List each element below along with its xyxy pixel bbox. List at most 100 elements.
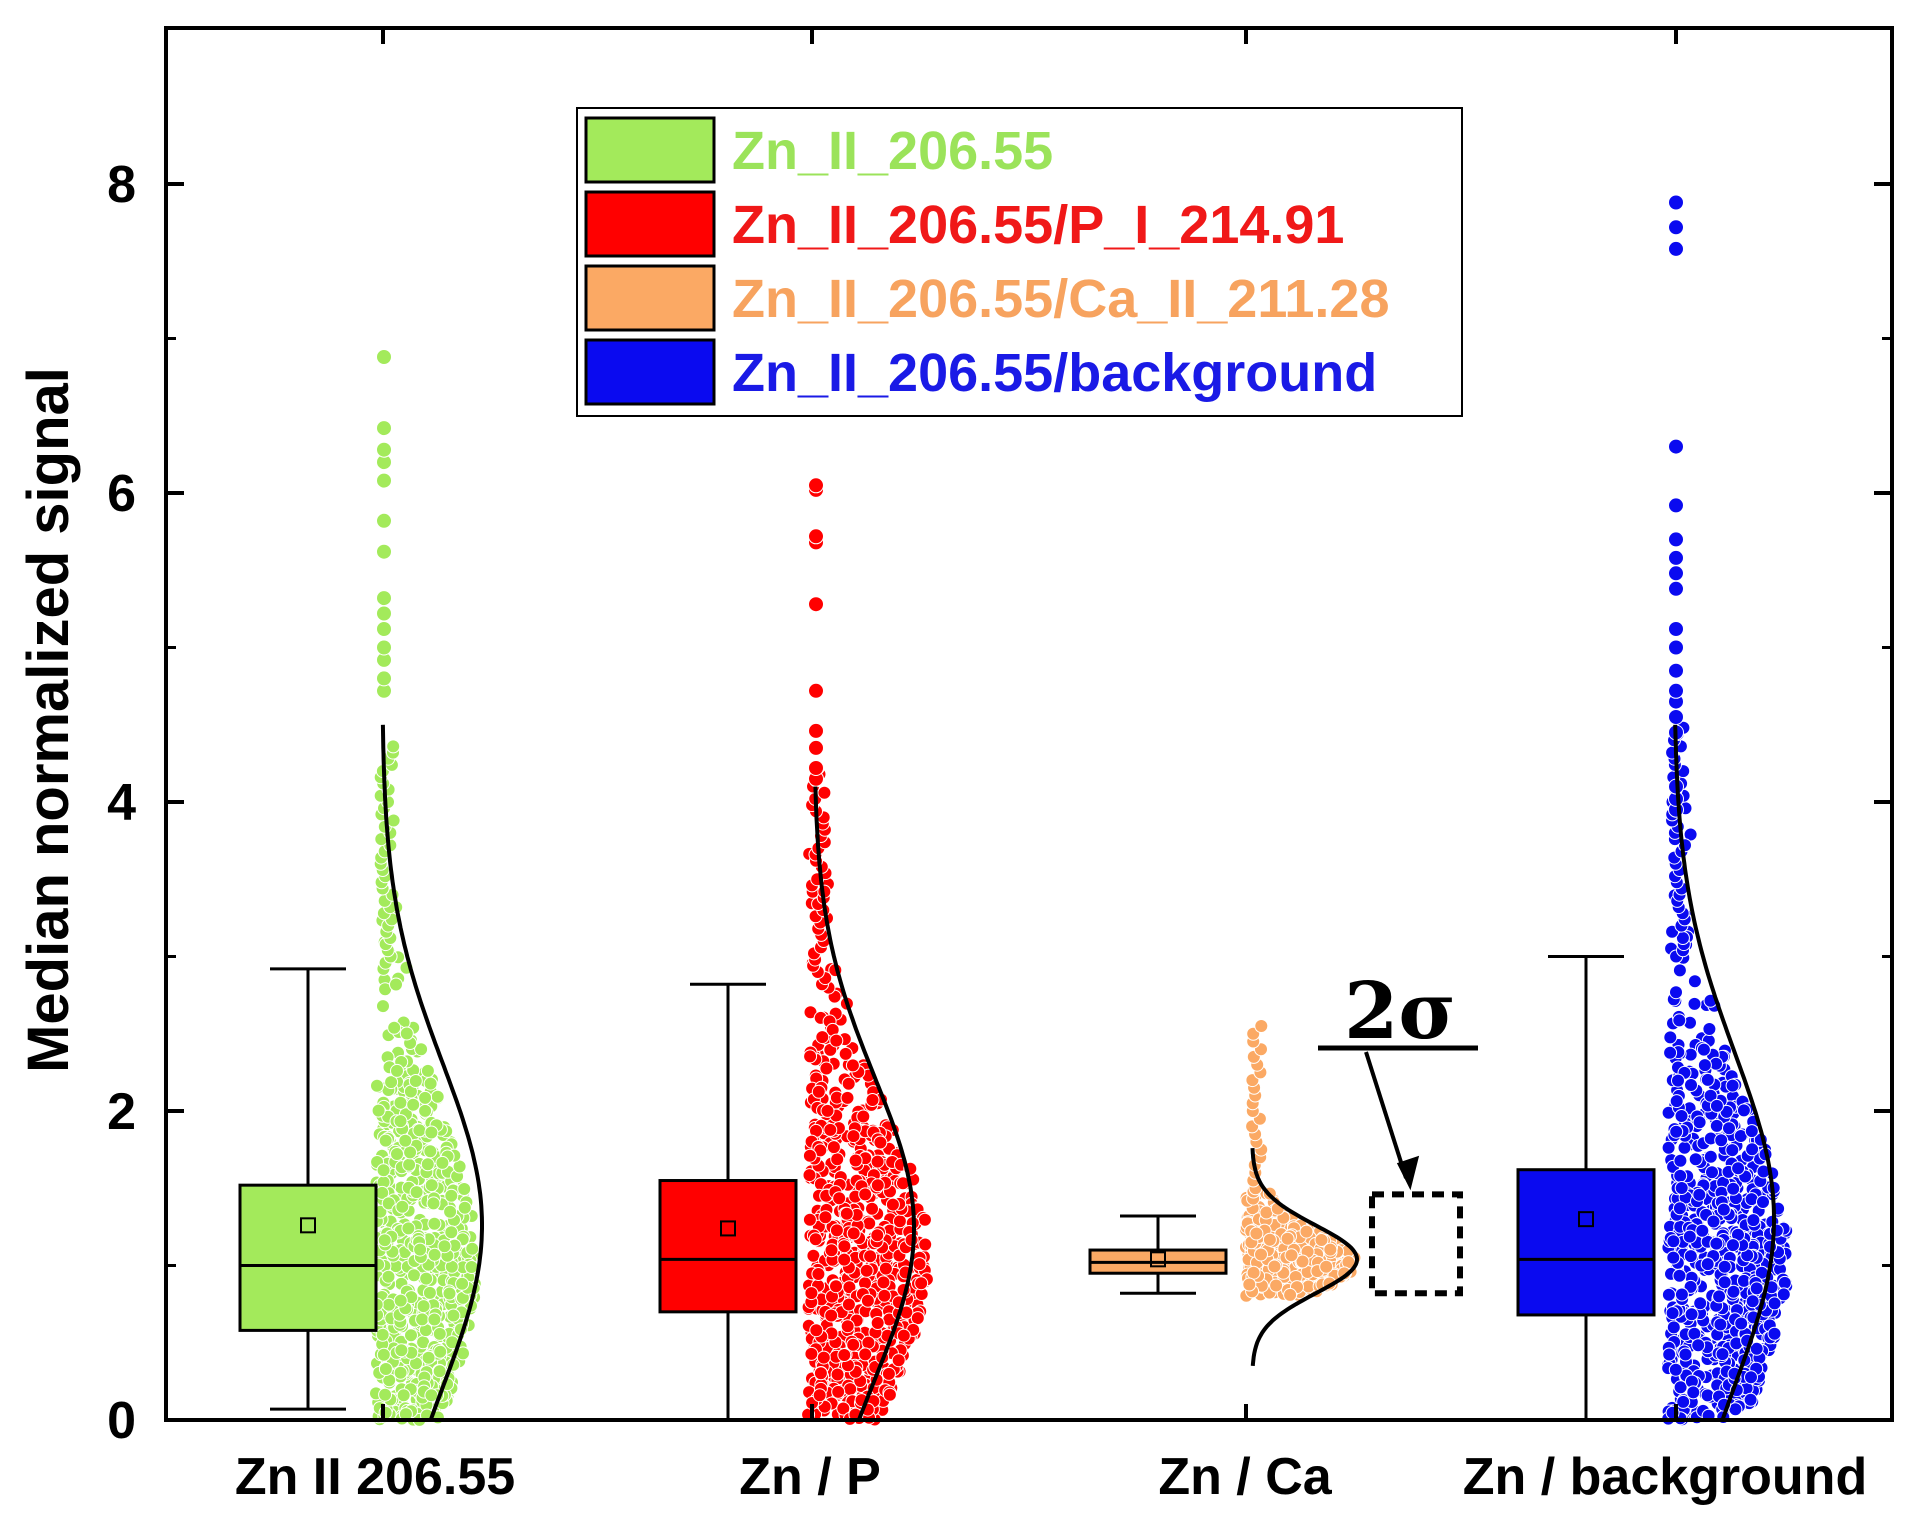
data-point [1688,1152,1703,1167]
normal-curve-0 [380,724,484,1421]
data-point [406,1097,421,1112]
data-point [1687,974,1702,989]
mean-marker [1150,1251,1166,1268]
data-point [389,977,403,992]
data-point [442,1286,457,1301]
data-point [1686,1385,1701,1400]
data-point [418,1103,433,1118]
data-point [802,1148,817,1163]
data-point [393,1114,408,1129]
outlier-point [1668,438,1684,455]
legend-swatch-3 [584,338,716,406]
data-point [416,1299,431,1314]
data-point [408,1074,423,1088]
data-point [1744,1192,1759,1207]
data-point [386,739,401,754]
data-point [455,1276,470,1291]
data-point [824,1308,839,1323]
data-point [858,1347,873,1362]
data-point [917,1212,932,1227]
y-tick-label-6: 6 [107,465,136,523]
data-point [846,1337,861,1352]
data-point [1756,1195,1770,1209]
y-tick-label-4: 4 [107,774,136,832]
data-point [1716,1202,1731,1217]
data-point [1702,1022,1717,1036]
data-point [1693,1296,1708,1311]
outlier-point [376,605,392,622]
data-point [1674,1287,1689,1302]
data-point [446,1308,461,1323]
data-point [1776,1287,1791,1302]
data-point [1314,1233,1329,1247]
data-point [1669,985,1683,1000]
data-point [1695,1223,1710,1238]
data-point [395,1199,410,1214]
data-point [804,1286,819,1301]
data-point [837,1348,852,1362]
data-point [1684,1078,1698,1092]
data-point [882,1387,897,1402]
data-point [841,1076,856,1091]
data-point [1319,1259,1334,1274]
data-point [818,1210,833,1225]
data-point [804,1346,819,1361]
box-layer [238,955,1656,1422]
data-point [1672,1201,1687,1216]
data-point [1666,1234,1681,1249]
data-point [1669,1124,1684,1139]
data-point [1726,1284,1741,1299]
data-point [422,1285,437,1300]
data-point [1663,1030,1678,1045]
data-point [1746,1213,1761,1228]
data-point [826,1140,841,1155]
data-point [870,1178,885,1193]
data-point [1269,1278,1284,1293]
outlier-point [376,639,392,656]
outlier-point [1668,194,1684,211]
data-point [1663,1045,1678,1060]
scatter-series-3 [1661,194,1794,1427]
data-point [370,1078,384,1093]
data-point [409,1185,424,1200]
outlier-point [808,528,824,545]
data-point [802,1212,817,1227]
data-point [1678,1347,1693,1362]
outlier-point [1668,549,1684,566]
data-point [426,1196,441,1211]
data-point [378,1387,393,1402]
data-point [393,1293,408,1308]
data-point [1668,1362,1683,1377]
data-point [1262,1232,1277,1247]
data-point [1743,1392,1758,1407]
data-point [1700,1072,1715,1087]
two-sigma-annotation: 2σ [1318,966,1478,1297]
data-point [863,1249,878,1264]
data-point [876,1275,891,1290]
data-point [378,1362,393,1376]
outlier-point [808,477,824,494]
data-point [802,1168,817,1183]
data-point [1715,1347,1730,1362]
data-point [830,1152,845,1167]
data-point [427,1247,442,1262]
data-point [877,1288,892,1303]
data-point [1705,1165,1719,1180]
outlier-point [376,512,392,529]
data-point [465,1241,480,1256]
data-point [1767,1296,1782,1311]
data-point [1674,1109,1689,1123]
data-point [432,1326,447,1341]
data-point [823,1122,838,1137]
data-point [412,1123,427,1138]
data-point [870,1316,885,1330]
data-point [1726,1238,1740,1253]
legend-swatch-1 [584,190,716,258]
mean-marker [1578,1211,1594,1228]
outlier-point [376,349,392,365]
data-point [819,1061,834,1076]
data-point [1666,1320,1681,1335]
data-point [1734,1316,1749,1331]
data-point [1666,1250,1681,1265]
